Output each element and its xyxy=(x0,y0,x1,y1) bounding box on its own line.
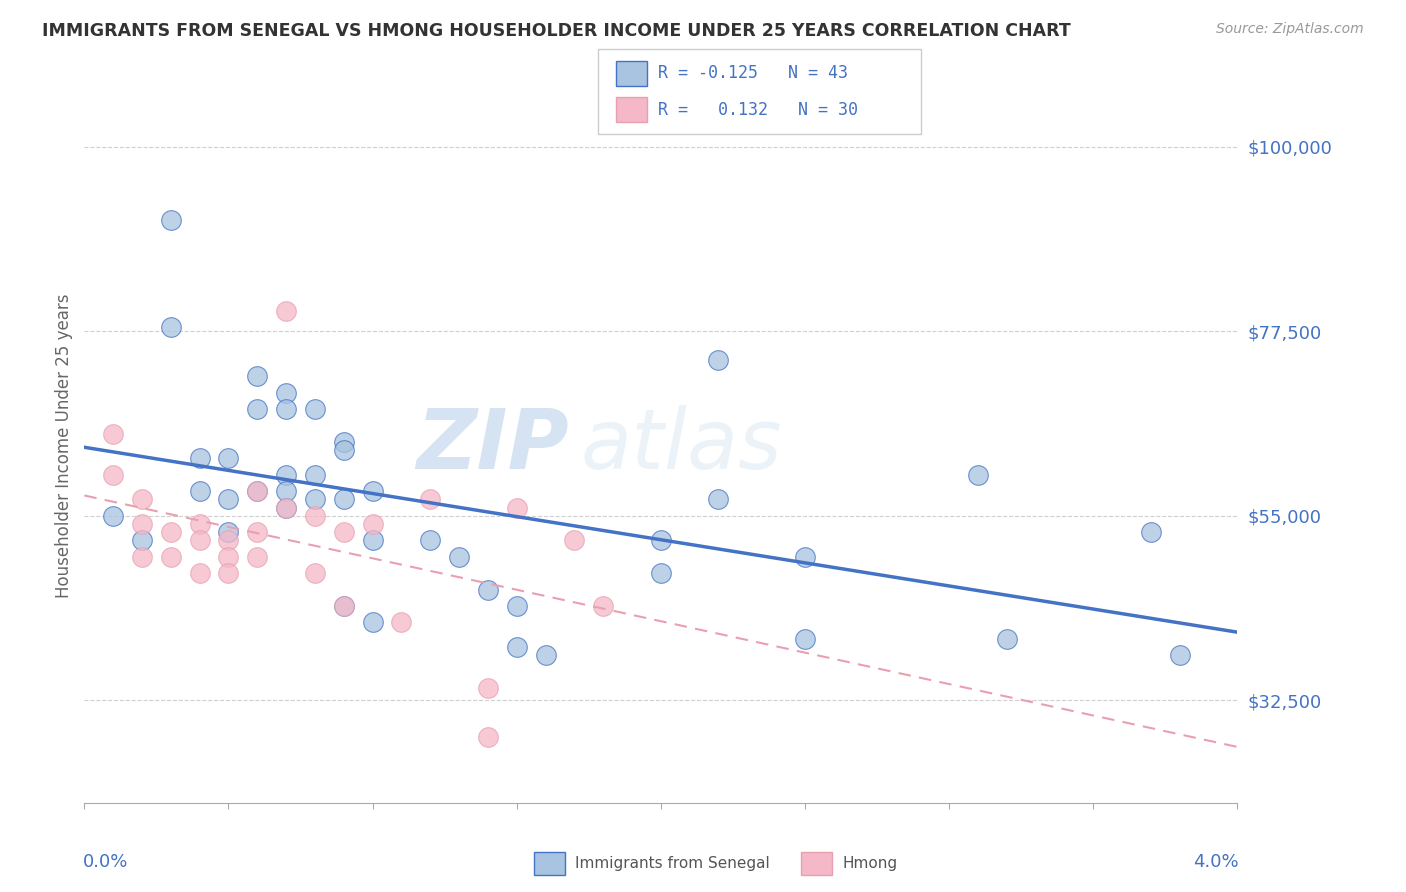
Point xyxy=(333,599,356,613)
Point xyxy=(218,451,240,466)
Point xyxy=(419,533,441,548)
Text: IMMIGRANTS FROM SENEGAL VS HMONG HOUSEHOLDER INCOME UNDER 25 YEARS CORRELATION C: IMMIGRANTS FROM SENEGAL VS HMONG HOUSEHO… xyxy=(42,22,1071,40)
Point xyxy=(160,525,183,540)
Point xyxy=(564,533,586,548)
Point xyxy=(707,492,730,507)
Point xyxy=(995,632,1018,646)
Point xyxy=(188,451,211,466)
Point xyxy=(361,484,384,499)
Point xyxy=(246,484,269,499)
Point xyxy=(333,434,356,449)
Text: R = -0.125   N = 43: R = -0.125 N = 43 xyxy=(658,64,848,82)
Point xyxy=(967,467,990,482)
Point xyxy=(246,525,269,540)
Point xyxy=(333,443,356,458)
Text: 4.0%: 4.0% xyxy=(1192,853,1239,871)
Text: Hmong: Hmong xyxy=(842,856,897,871)
Point xyxy=(477,582,499,597)
Point xyxy=(592,599,614,613)
Point xyxy=(131,549,153,564)
Point xyxy=(218,533,240,548)
Point xyxy=(449,549,471,564)
Text: ZIP: ZIP xyxy=(416,406,568,486)
Point xyxy=(304,492,326,507)
Point xyxy=(650,533,672,548)
Point xyxy=(103,426,124,441)
Point xyxy=(794,632,817,646)
Point xyxy=(361,516,384,531)
Point xyxy=(391,615,413,630)
Point xyxy=(506,500,529,515)
Point xyxy=(276,484,298,499)
Point xyxy=(160,549,183,564)
Point xyxy=(333,492,356,507)
Point xyxy=(188,566,211,581)
Point xyxy=(218,492,240,507)
Point xyxy=(534,648,557,662)
Point xyxy=(477,681,499,695)
Point xyxy=(131,533,153,548)
Point xyxy=(304,508,326,523)
Point xyxy=(506,599,529,613)
Text: atlas: atlas xyxy=(581,406,782,486)
Text: R =   0.132   N = 30: R = 0.132 N = 30 xyxy=(658,101,858,119)
Point xyxy=(1140,525,1163,540)
Point xyxy=(218,549,240,564)
Point xyxy=(361,533,384,548)
Point xyxy=(218,566,240,581)
Point xyxy=(304,566,326,581)
Point xyxy=(707,352,730,367)
Point xyxy=(246,484,269,499)
Point xyxy=(794,549,817,564)
Point xyxy=(361,615,384,630)
Point xyxy=(276,500,298,515)
Point xyxy=(246,369,269,384)
Point xyxy=(103,508,124,523)
Point xyxy=(246,549,269,564)
Point xyxy=(218,525,240,540)
Point xyxy=(304,402,326,417)
Text: 0.0%: 0.0% xyxy=(83,853,128,871)
Point xyxy=(276,500,298,515)
Text: Source: ZipAtlas.com: Source: ZipAtlas.com xyxy=(1216,22,1364,37)
Point xyxy=(131,492,153,507)
Point xyxy=(304,467,326,482)
Point xyxy=(103,467,124,482)
Point xyxy=(188,484,211,499)
Point xyxy=(506,640,529,654)
Point xyxy=(650,566,672,581)
Text: Immigrants from Senegal: Immigrants from Senegal xyxy=(575,856,770,871)
Point xyxy=(276,385,298,400)
Point xyxy=(333,599,356,613)
Point xyxy=(160,213,183,227)
Point xyxy=(477,730,499,744)
Point xyxy=(276,303,298,318)
Point xyxy=(160,320,183,334)
Point xyxy=(1168,648,1191,662)
Point xyxy=(419,492,441,507)
Point xyxy=(333,525,356,540)
Point xyxy=(276,467,298,482)
Point xyxy=(131,516,153,531)
Point xyxy=(246,402,269,417)
Y-axis label: Householder Income Under 25 years: Householder Income Under 25 years xyxy=(55,293,73,599)
Point xyxy=(276,402,298,417)
Point xyxy=(188,533,211,548)
Point xyxy=(188,516,211,531)
